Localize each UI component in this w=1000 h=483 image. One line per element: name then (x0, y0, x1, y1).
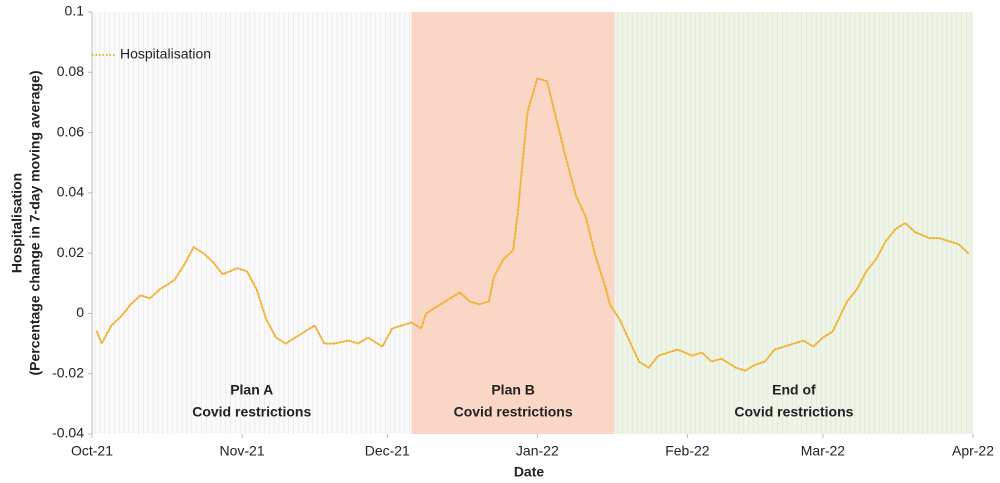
region-label: Covid restrictions (454, 404, 573, 420)
region (411, 12, 615, 434)
x-axis-label: Date (514, 464, 545, 480)
x-tick-label: Jan-22 (516, 443, 559, 459)
y-tick-label: 0 (76, 304, 84, 320)
line (95, 77, 970, 372)
x-tick-label: Apr-22 (952, 443, 994, 459)
y-axis-label: (Percentage change in 7-day moving avera… (27, 71, 43, 376)
region-label: Covid restrictions (734, 404, 853, 420)
y-tick-label: -0.02 (52, 364, 84, 380)
x-tick-label: Mar-22 (801, 443, 846, 459)
region-label: Covid restrictions (192, 404, 311, 420)
y-tick-label: -0.04 (52, 425, 84, 441)
legend-label: Hospitalisation (120, 46, 211, 62)
y-tick-label: 0.06 (57, 123, 84, 139)
x-tick-label: Feb-22 (665, 443, 710, 459)
y-tick-label: 0.1 (65, 3, 85, 19)
y-tick-label: 0.04 (57, 184, 84, 200)
region-label: End of (772, 382, 816, 398)
region (92, 12, 412, 434)
y-tick-label: 0.02 (57, 244, 84, 260)
x-tick-label: Oct-21 (71, 443, 113, 459)
y-tick-label: 0.08 (57, 63, 84, 79)
x-tick-label: Nov-21 (219, 443, 264, 459)
region (614, 12, 973, 434)
region-label: Plan A (230, 382, 273, 398)
region-label: Plan B (491, 382, 535, 398)
x-tick-label: Dec-21 (365, 443, 410, 459)
y-axis-label: Hospitalisation (9, 173, 25, 273)
